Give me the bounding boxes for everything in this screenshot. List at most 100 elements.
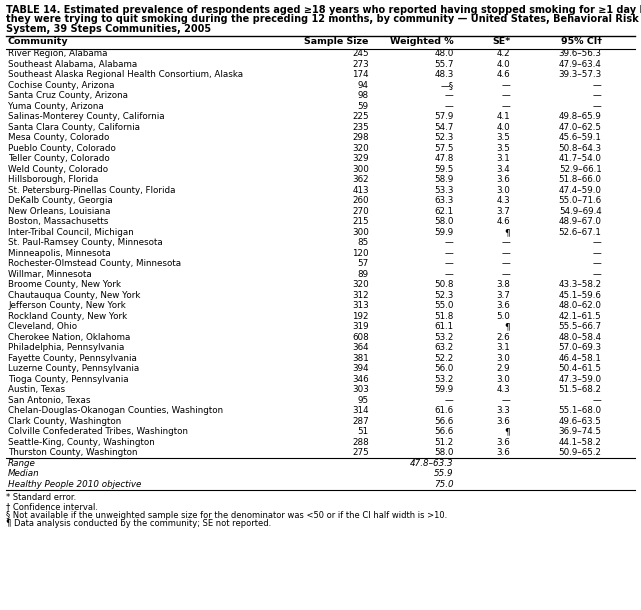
Text: 61.1: 61.1 [435,322,454,331]
Text: 59.5: 59.5 [435,165,454,174]
Text: 51.8: 51.8 [435,312,454,321]
Text: 55.5–66.7: 55.5–66.7 [558,322,601,331]
Text: 47.3–59.0: 47.3–59.0 [558,375,601,384]
Text: 48.0–58.4: 48.0–58.4 [558,332,601,342]
Text: —: — [593,270,601,279]
Text: Thurston County, Washington: Thurston County, Washington [8,448,138,458]
Text: 313: 313 [352,301,369,310]
Text: 4.1: 4.1 [497,112,510,121]
Text: 51.8–66.0: 51.8–66.0 [558,175,601,184]
Text: 174: 174 [352,70,369,79]
Text: 3.7: 3.7 [497,207,510,216]
Text: 47.8–63.3: 47.8–63.3 [410,459,454,468]
Text: 260: 260 [352,196,369,205]
Text: Salinas-Monterey County, California: Salinas-Monterey County, California [8,112,165,121]
Text: —: — [445,92,454,100]
Text: Teller County, Colorado: Teller County, Colorado [8,154,110,163]
Text: 75.0: 75.0 [434,479,454,489]
Text: 300: 300 [352,165,369,174]
Text: 57.9: 57.9 [435,112,454,121]
Text: —: — [502,396,510,405]
Text: River Region, Alabama: River Region, Alabama [8,49,108,58]
Text: 58.9: 58.9 [435,175,454,184]
Text: 56.0: 56.0 [435,364,454,373]
Text: 57.5: 57.5 [434,144,454,152]
Text: 287: 287 [352,417,369,426]
Text: System, 39 Steps Communities, 2005: System, 39 Steps Communities, 2005 [6,24,211,34]
Text: Weighted %: Weighted % [390,37,454,46]
Text: 51.2: 51.2 [435,438,454,447]
Text: —: — [445,270,454,279]
Text: 225: 225 [352,112,369,121]
Text: 61.6: 61.6 [435,406,454,415]
Text: Seattle-King, County, Washington: Seattle-King, County, Washington [8,438,154,447]
Text: 3.6: 3.6 [497,175,510,184]
Text: —: — [502,92,510,100]
Text: 55.7: 55.7 [434,60,454,69]
Text: 381: 381 [352,354,369,363]
Text: Cochise County, Arizona: Cochise County, Arizona [8,81,115,90]
Text: San Antonio, Texas: San Antonio, Texas [8,396,90,405]
Text: they were trying to quit smoking during the preceding 12 months, by community — : they were trying to quit smoking during … [6,15,641,24]
Text: 47.4–59.0: 47.4–59.0 [558,186,601,195]
Text: —: — [445,396,454,405]
Text: —: — [502,239,510,247]
Text: Rochester-Olmstead County, Minnesota: Rochester-Olmstead County, Minnesota [8,259,181,268]
Text: 288: 288 [352,438,369,447]
Text: 4.0: 4.0 [497,60,510,69]
Text: 5.0: 5.0 [497,312,510,321]
Text: —: — [593,239,601,247]
Text: Sample Size: Sample Size [304,37,369,46]
Text: Mesa County, Colorado: Mesa County, Colorado [8,133,110,142]
Text: 54.7: 54.7 [435,123,454,132]
Text: 3.6: 3.6 [497,448,510,458]
Text: Willmar, Minnesota: Willmar, Minnesota [8,270,92,279]
Text: 95% CI†: 95% CI† [560,37,601,46]
Text: Southeast Alabama, Alabama: Southeast Alabama, Alabama [8,60,137,69]
Text: 63.3: 63.3 [435,196,454,205]
Text: Range: Range [8,459,36,468]
Text: 4.6: 4.6 [497,217,510,226]
Text: Yuma County, Arizona: Yuma County, Arizona [8,102,104,111]
Text: —: — [502,270,510,279]
Text: 57: 57 [358,259,369,268]
Text: 39.3–57.3: 39.3–57.3 [558,70,601,79]
Text: ¶: ¶ [504,427,510,436]
Text: 48.0: 48.0 [435,49,454,58]
Text: 3.5: 3.5 [497,144,510,152]
Text: 300: 300 [352,228,369,237]
Text: 394: 394 [352,364,369,373]
Text: —: — [502,249,510,258]
Text: 312: 312 [352,291,369,300]
Text: 329: 329 [352,154,369,163]
Text: 63.2: 63.2 [435,343,454,352]
Text: 56.6: 56.6 [435,427,454,436]
Text: Rockland County, New York: Rockland County, New York [8,312,127,321]
Text: Luzerne County, Pennsylvania: Luzerne County, Pennsylvania [8,364,139,373]
Text: † Confidence interval.: † Confidence interval. [6,502,98,511]
Text: Cleveland, Ohio: Cleveland, Ohio [8,322,77,331]
Text: Broome County, New York: Broome County, New York [8,280,121,289]
Text: 89: 89 [358,270,369,279]
Text: ¶ Data analysis conducted by the community; SE not reported.: ¶ Data analysis conducted by the communi… [6,519,271,528]
Text: —: — [593,81,601,90]
Text: 58.0: 58.0 [434,448,454,458]
Text: 44.1–58.2: 44.1–58.2 [559,438,601,447]
Text: DeKalb County, Georgia: DeKalb County, Georgia [8,196,113,205]
Text: 320: 320 [352,144,369,152]
Text: 50.4–61.5: 50.4–61.5 [558,364,601,373]
Text: New Orleans, Louisiana: New Orleans, Louisiana [8,207,110,216]
Text: 56.6: 56.6 [435,417,454,426]
Text: § Not available if the unweighted sample size for the denominator was <50 or if : § Not available if the unweighted sample… [6,511,447,520]
Text: Colville Confederated Tribes, Washington: Colville Confederated Tribes, Washington [8,427,188,436]
Text: 273: 273 [352,60,369,69]
Text: 59.9: 59.9 [435,386,454,394]
Text: 215: 215 [352,217,369,226]
Text: Pueblo County, Colorado: Pueblo County, Colorado [8,144,116,152]
Text: Santa Cruz County, Arizona: Santa Cruz County, Arizona [8,92,128,100]
Text: Chautauqua County, New York: Chautauqua County, New York [8,291,140,300]
Text: 62.1: 62.1 [435,207,454,216]
Text: 120: 120 [352,249,369,258]
Text: 53.3: 53.3 [434,186,454,195]
Text: 57.0–69.3: 57.0–69.3 [558,343,601,352]
